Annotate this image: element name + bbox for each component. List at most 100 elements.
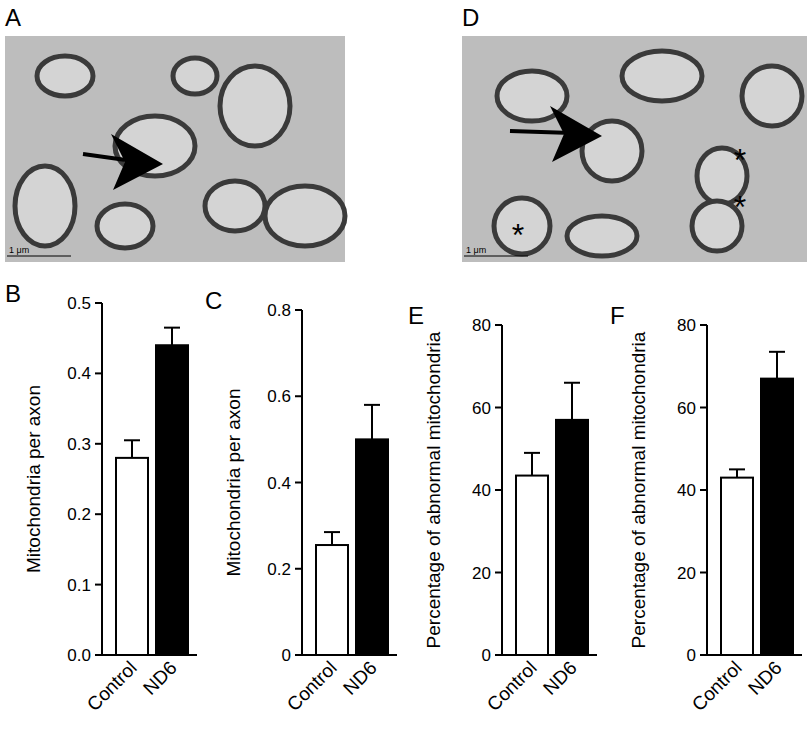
- y-tick: [95, 584, 102, 586]
- y-axis-label: Mitochondria per axon: [223, 389, 244, 577]
- y-tick: [495, 489, 502, 491]
- error-cap: [564, 382, 580, 384]
- x-tick-label: Control: [283, 657, 341, 715]
- y-tick-label: 0.4: [267, 474, 291, 493]
- bar-chart: C 0 0.2 0.4 0.6 0.8 Mitochondria per axon Contr…: [205, 287, 397, 715]
- error-cap: [164, 327, 180, 329]
- y-tick: [95, 443, 102, 445]
- y-tick: [700, 654, 707, 656]
- axon-profile: [205, 181, 265, 231]
- y-tick-label: 20: [677, 564, 696, 583]
- y-axis-label: Percentage of abnormal mitochondria: [628, 331, 649, 648]
- error-cap: [729, 468, 745, 470]
- annotation: *: [734, 142, 746, 178]
- axon-profile: [742, 66, 802, 126]
- panel-label: F: [610, 302, 625, 329]
- y-tick-label: 40: [677, 481, 696, 500]
- bars: [516, 383, 588, 655]
- y-tick: [95, 372, 102, 374]
- y-tick: [700, 572, 707, 574]
- y-tick-label: 80: [677, 316, 696, 335]
- y-tick-label: 0: [482, 646, 491, 665]
- micrograph: 1 μm: [5, 36, 345, 262]
- bar: [556, 420, 588, 655]
- bar: [721, 478, 753, 655]
- error-bar: [171, 328, 173, 346]
- y-tick-label: 40: [472, 481, 491, 500]
- error-cap: [124, 439, 140, 441]
- error-bar: [776, 352, 778, 379]
- scale-bar-label: 1 μm: [466, 245, 486, 255]
- y-tick: [295, 568, 302, 570]
- axon-profile: [265, 186, 345, 246]
- micrograph-background: [5, 36, 345, 262]
- bars: [721, 352, 793, 655]
- panel-label: A: [5, 4, 21, 31]
- y-tick-label: 0: [687, 646, 696, 665]
- y-axis-label: Percentage of abnormal mitochondria: [423, 331, 444, 648]
- scale-bar-label: 1 μm: [9, 245, 29, 255]
- axon-profile: [173, 58, 217, 94]
- axon-profile: [37, 56, 93, 96]
- x-tick-label: Control: [483, 657, 541, 715]
- y-tick-label: 0: [282, 646, 291, 665]
- micrograph: 1 μm***: [462, 36, 807, 262]
- bar: [516, 476, 548, 655]
- y-tick: [700, 489, 707, 491]
- axon-profile: [220, 66, 290, 146]
- error-cap: [364, 404, 380, 406]
- arrow-head: [111, 134, 163, 190]
- x-tick-label: ND6: [139, 657, 181, 699]
- y-tick-label: 0.2: [67, 505, 91, 524]
- y-tick: [95, 654, 102, 656]
- y-tick: [295, 482, 302, 484]
- y-tick-label: 0.6: [267, 387, 291, 406]
- scale-bar: [7, 256, 71, 257]
- error-bar: [736, 469, 738, 477]
- y-tick: [295, 309, 302, 311]
- error-bar: [571, 383, 573, 420]
- y-tick: [295, 654, 302, 656]
- y-tick: [700, 407, 707, 409]
- error-cap: [524, 452, 540, 454]
- bar: [356, 439, 388, 655]
- error-cap: [324, 531, 340, 533]
- y-tick-label: 0.8: [267, 301, 291, 320]
- y-tick-label: 0.3: [67, 435, 91, 454]
- panel-label: E: [408, 302, 424, 329]
- y-tick-label: 0.1: [67, 576, 91, 595]
- y-tick-label: 0.2: [267, 560, 291, 579]
- x-tick-label: ND6: [539, 657, 581, 699]
- y-tick-label: 20: [472, 564, 491, 583]
- y-tick: [295, 395, 302, 397]
- y-axis-label: Mitochondria per axon: [23, 385, 44, 573]
- bar: [156, 345, 188, 655]
- y-tick: [495, 654, 502, 656]
- error-bar: [331, 532, 333, 545]
- panel-label: C: [205, 287, 222, 314]
- error-bar: [371, 405, 373, 440]
- scale-bar: [464, 256, 528, 257]
- x-tick-label: ND6: [744, 657, 786, 699]
- y-tick: [700, 324, 707, 326]
- axon-profile: [494, 198, 550, 254]
- bars: [316, 405, 388, 655]
- x-tick-label: Control: [688, 657, 746, 715]
- y-tick: [495, 572, 502, 574]
- micrograph-background: [462, 36, 807, 262]
- annotation: *: [512, 217, 524, 253]
- bar-chart: E020406080Percentage of abnormal mitocho…: [408, 302, 597, 715]
- bar: [116, 458, 148, 655]
- axon-profile: [622, 51, 702, 101]
- y-tick: [495, 324, 502, 326]
- y-tick: [495, 407, 502, 409]
- axon-profile: [97, 204, 153, 248]
- bars: [116, 328, 188, 655]
- bar-chart: B0.00.10.20.30.40.5Mitochondria per axon…: [5, 280, 197, 715]
- x-tick-label: Control: [83, 657, 141, 715]
- error-cap: [769, 351, 785, 353]
- figure: 1 μmA1 μm***DB0.00.10.20.30.40.5Mitochon…: [0, 0, 812, 752]
- x-tick-label: ND6: [339, 657, 381, 699]
- y-tick: [95, 302, 102, 304]
- y-tick-label: 0.0: [67, 646, 91, 665]
